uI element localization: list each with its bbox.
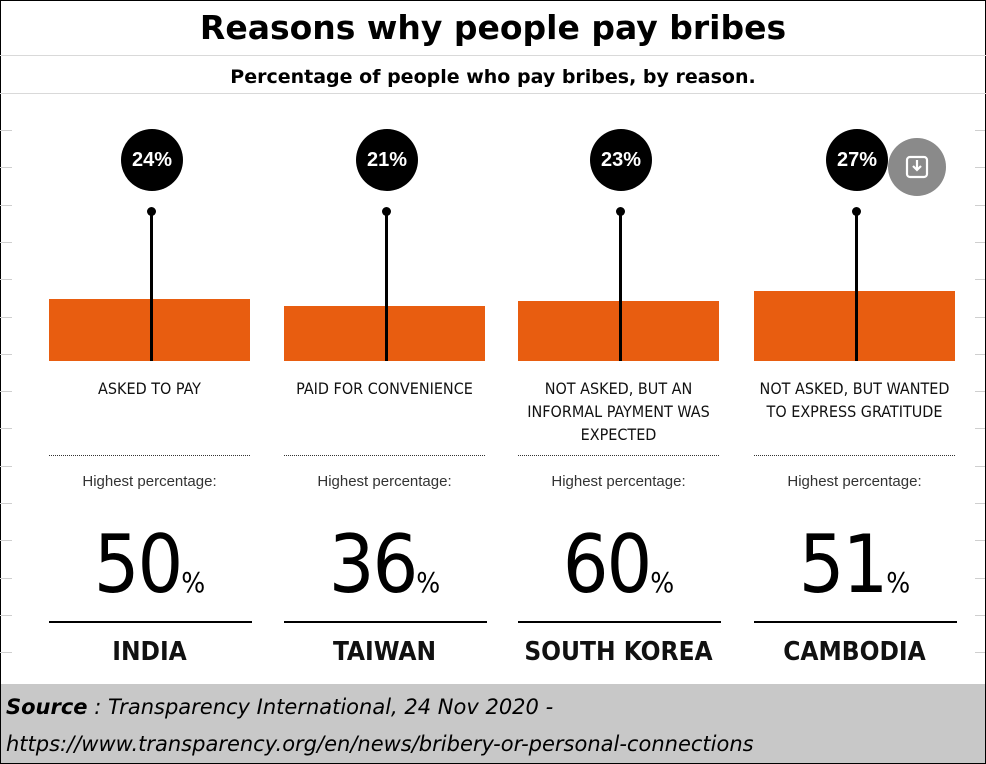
grid-mark	[975, 130, 985, 131]
highest-value-number: 60	[562, 518, 653, 611]
highest-percentage-label: Highest percentage:	[317, 473, 452, 490]
grid-mark	[975, 615, 985, 616]
bar	[49, 298, 250, 361]
reason-label: NOT ASKED, BUT WANTED TO EXPRESS GRATITU…	[759, 379, 950, 421]
country-rule	[284, 621, 487, 623]
highest-percentage-label: Highest percentage:	[82, 473, 217, 490]
grid-mark	[975, 391, 985, 392]
country-label: INDIA	[112, 637, 187, 667]
percent-bubble: 23%	[590, 129, 652, 191]
percent-bubble: 21%	[356, 129, 418, 191]
grid-mark	[0, 466, 12, 467]
reason-label: ASKED TO PAY	[98, 379, 201, 398]
grid-mark	[975, 428, 985, 429]
percent-sign: %	[181, 566, 206, 599]
stem-line	[855, 211, 858, 361]
column-informal-payment-expected: 23% NOT ASKED, BUT AN INFORMAL PAYMENT W…	[518, 93, 724, 683]
country-label: CAMBODIA	[783, 637, 926, 667]
percent-bubble: 27%	[826, 129, 888, 191]
country-rule	[754, 621, 957, 623]
grid-mark	[0, 615, 12, 616]
dotted-divider	[284, 455, 485, 456]
grid-mark	[0, 317, 12, 318]
grid-mark	[0, 540, 12, 541]
highest-value-number: 51	[798, 518, 889, 611]
percent-bubble: 24%	[121, 129, 183, 191]
grid-mark	[975, 466, 985, 467]
highest-value: 36%	[284, 518, 485, 611]
subtitle-divider	[0, 93, 986, 94]
country-label: SOUTH KOREA	[524, 637, 713, 667]
highest-value-number: 50	[93, 518, 184, 611]
grid-mark	[975, 540, 985, 541]
grid-mark	[0, 652, 12, 653]
bar	[518, 301, 719, 361]
percent-sign: %	[416, 566, 441, 599]
grid-mark	[0, 279, 12, 280]
grid-mark	[975, 279, 985, 280]
reason-label: NOT ASKED, BUT AN INFORMAL PAYMENT WAS E…	[527, 379, 710, 444]
grid-mark	[0, 242, 12, 243]
stem-line	[619, 211, 622, 361]
highest-value-number: 36	[328, 518, 419, 611]
highest-value: 60%	[518, 518, 719, 611]
grid-mark	[975, 652, 985, 653]
country-rule	[49, 621, 252, 623]
grid-mark	[0, 428, 12, 429]
title-divider	[0, 55, 986, 56]
country-label: TAIWAN	[332, 637, 437, 667]
column-express-gratitude: 27% NOT ASKED, BUT WANTED TO EXPRESS GRA…	[754, 93, 960, 683]
grid-mark	[0, 167, 12, 168]
bar	[754, 290, 955, 361]
grid-mark	[975, 354, 985, 355]
highest-value: 50%	[49, 518, 250, 611]
dotted-divider	[754, 455, 955, 456]
column-asked-to-pay: 24% ASKED TO PAY Highest percentage: 50%…	[49, 93, 255, 683]
source-url[interactable]: https://www.transparency.org/en/news/bri…	[6, 732, 754, 756]
dotted-divider	[49, 455, 250, 456]
bar	[284, 306, 485, 361]
column-paid-for-convenience: 21% PAID FOR CONVENIENCE Highest percent…	[284, 93, 490, 683]
percent-sign: %	[886, 566, 911, 599]
highest-value: 51%	[754, 518, 955, 611]
grid-mark	[975, 167, 985, 168]
grid-mark	[0, 354, 12, 355]
grid-mark	[975, 503, 985, 504]
grid-mark	[0, 503, 12, 504]
country-rule	[518, 621, 721, 623]
source-label: Source	[6, 695, 88, 719]
grid-mark	[0, 130, 12, 131]
stem-line	[150, 211, 153, 361]
dotted-divider	[518, 455, 719, 456]
download-button[interactable]	[888, 138, 946, 196]
chart-subtitle: Percentage of people who pay bribes, by …	[230, 66, 756, 88]
grid-mark	[975, 578, 985, 579]
reason-label: PAID FOR CONVENIENCE	[296, 379, 473, 398]
source-line: Source : Transparency International, 24 …	[6, 695, 553, 719]
grid-mark	[0, 391, 12, 392]
download-icon	[905, 155, 929, 179]
source-text: : Transparency International, 24 Nov 202…	[87, 695, 554, 719]
source-footer: Source : Transparency International, 24 …	[1, 684, 985, 763]
percent-sign: %	[650, 566, 675, 599]
grid-mark	[975, 205, 985, 206]
chart-title: Reasons why people pay bribes	[199, 8, 787, 47]
grid-mark	[0, 578, 12, 579]
stem-line	[385, 211, 388, 361]
highest-percentage-label: Highest percentage:	[787, 473, 922, 490]
grid-mark	[975, 242, 985, 243]
grid-mark	[975, 317, 985, 318]
grid-mark	[0, 205, 12, 206]
highest-percentage-label: Highest percentage:	[551, 473, 686, 490]
